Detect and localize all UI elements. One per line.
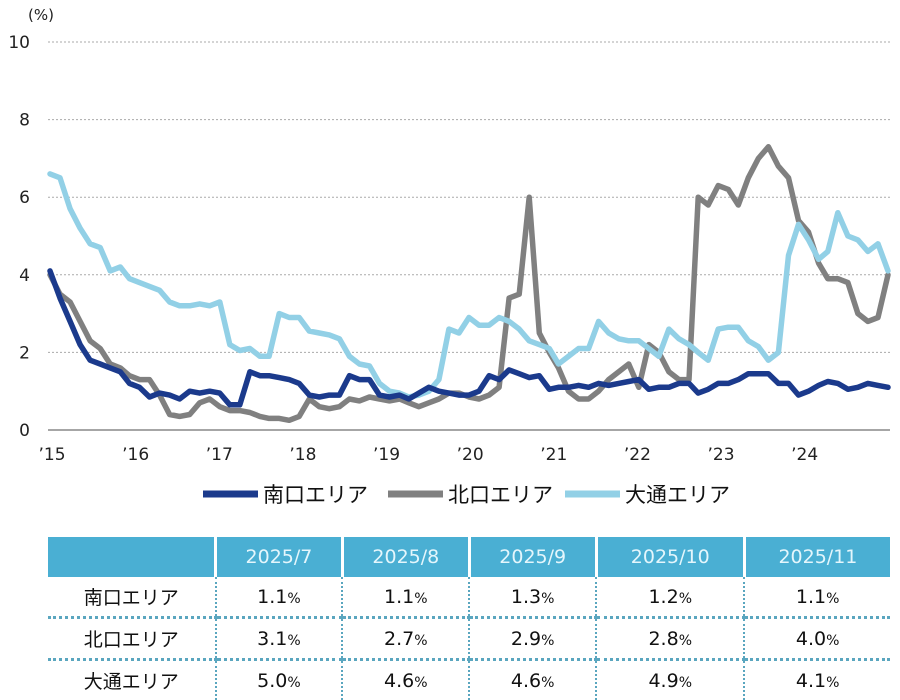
column-header: 2025/7 [216, 537, 343, 577]
column-header: 2025/10 [596, 537, 744, 577]
y-tick-label: 10 [8, 33, 30, 53]
cell-value: 5.0 [257, 670, 287, 692]
x-tick-label: ’23 [708, 445, 735, 465]
cell-value: 4.0 [796, 628, 826, 650]
y-tick-label: 6 [19, 188, 30, 208]
column-header: 2025/9 [469, 537, 596, 577]
legend-label: 大通エリア [625, 483, 730, 507]
y-axis-unit: (%) [28, 6, 54, 24]
cell-unit: % [679, 675, 692, 691]
row-label: 北口エリア [48, 618, 216, 660]
cell-unit: % [826, 591, 839, 607]
cell-unit: % [679, 633, 692, 649]
table-cell: 1.3% [469, 577, 596, 618]
cell-value: 4.1 [796, 670, 826, 692]
cell-unit: % [679, 591, 692, 607]
row-label: 大通エリア [48, 660, 216, 700]
table-cell: 1.1% [342, 577, 469, 618]
cell-unit: % [541, 675, 554, 691]
table-cell: 1.1% [216, 577, 343, 618]
y-tick-label: 0 [19, 421, 30, 441]
table-cell: 1.1% [744, 577, 890, 618]
cell-value: 1.1 [796, 586, 826, 608]
cell-value: 1.3 [511, 586, 541, 608]
table-cell: 1.2% [596, 577, 744, 618]
table-cell: 4.1% [744, 660, 890, 700]
cell-unit: % [541, 633, 554, 649]
y-tick-label: 8 [19, 111, 30, 131]
cell-unit: % [826, 675, 839, 691]
x-tick-label: ’15 [38, 445, 65, 465]
column-header [48, 537, 216, 577]
cell-value: 4.6 [511, 670, 541, 692]
cell-unit: % [541, 591, 554, 607]
legend-label: 北口エリア [448, 483, 553, 507]
cell-value: 2.8 [648, 628, 678, 650]
cell-value: 1.2 [648, 586, 678, 608]
series-line-2 [50, 174, 888, 397]
table-cell: 2.7% [342, 618, 469, 660]
column-header: 2025/11 [744, 537, 890, 577]
cell-unit: % [414, 633, 427, 649]
cell-value: 1.1 [384, 586, 414, 608]
x-tick-label: ’24 [791, 445, 818, 465]
cell-unit: % [287, 633, 300, 649]
table-cell: 5.0% [216, 660, 343, 700]
cell-value: 4.6 [384, 670, 414, 692]
cell-unit: % [287, 675, 300, 691]
x-tick-label: ’18 [289, 445, 316, 465]
y-tick-label: 2 [19, 343, 30, 363]
x-tick-label: ’19 [373, 445, 400, 465]
table-cell: 4.6% [342, 660, 469, 700]
table-cell: 3.1% [216, 618, 343, 660]
cell-value: 2.9 [511, 628, 541, 650]
table-cell: 2.9% [469, 618, 596, 660]
x-tick-label: ’17 [206, 445, 233, 465]
cell-value: 4.9 [648, 670, 678, 692]
y-tick-label: 4 [19, 266, 30, 286]
table-cell: 4.9% [596, 660, 744, 700]
column-header: 2025/8 [342, 537, 469, 577]
cell-value: 1.1 [257, 586, 287, 608]
x-tick-label: ’22 [624, 445, 651, 465]
cell-unit: % [287, 591, 300, 607]
table-cell: 4.6% [469, 660, 596, 700]
cell-unit: % [826, 633, 839, 649]
x-tick-label: ’21 [540, 445, 567, 465]
table-cell: 2.8% [596, 618, 744, 660]
cell-unit: % [414, 591, 427, 607]
vacancy-rate-chart: (%) 0 2 4 6 8 10 ’15 ’16 ’17 ’18 ’19 ’20 ’21 ’22 ’23 ’… [0, 0, 900, 535]
cell-value: 3.1 [257, 628, 287, 650]
series-line-0 [50, 271, 888, 405]
cell-value: 2.7 [384, 628, 414, 650]
row-label: 南口エリア [48, 577, 216, 618]
x-tick-label: ’16 [122, 445, 149, 465]
legend-label: 南口エリア [263, 483, 368, 507]
cell-unit: % [414, 675, 427, 691]
series-line-1 [50, 147, 888, 421]
table-cell: 4.0% [744, 618, 890, 660]
x-tick-label: ’20 [457, 445, 484, 465]
